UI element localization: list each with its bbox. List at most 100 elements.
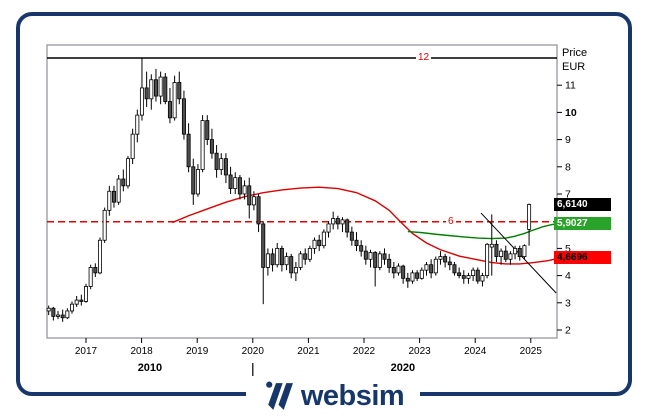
candle-down bbox=[177, 82, 182, 100]
candle-down bbox=[167, 101, 172, 119]
candle-up bbox=[242, 185, 247, 195]
candle-up bbox=[125, 158, 130, 187]
x-axis-ticks: 2017 2018 2019 2020 2021 2022 2023 2024 2025 2010… bbox=[75, 338, 542, 377]
candle-down bbox=[405, 277, 410, 282]
candle-up bbox=[508, 253, 513, 260]
candle-up bbox=[485, 243, 490, 277]
plot-border bbox=[46, 44, 558, 339]
y-tick-label: 3 bbox=[565, 297, 571, 309]
candle-up bbox=[284, 256, 289, 266]
candle-up bbox=[377, 253, 382, 268]
candle-down bbox=[93, 267, 98, 274]
candle-up bbox=[251, 196, 256, 206]
candle-up bbox=[172, 82, 177, 119]
candle-down bbox=[111, 190, 116, 203]
candle-up bbox=[200, 120, 205, 170]
candle-down bbox=[228, 174, 233, 189]
candle-down bbox=[363, 250, 368, 260]
candle-up bbox=[97, 239, 102, 274]
candle-down bbox=[391, 267, 396, 274]
candle-up bbox=[265, 253, 270, 268]
candle-up bbox=[74, 299, 79, 305]
x-tick-label: 2024 bbox=[464, 346, 487, 357]
candle-down bbox=[475, 269, 480, 282]
candle-up bbox=[139, 87, 144, 116]
candle-up bbox=[396, 265, 401, 274]
candle-up bbox=[158, 76, 163, 97]
candle-down bbox=[382, 253, 387, 260]
candle-up bbox=[326, 223, 331, 233]
websim-logo: websim bbox=[246, 376, 420, 417]
candle-up bbox=[275, 247, 280, 266]
candle-down bbox=[335, 218, 340, 225]
y-tick-label: 4 bbox=[565, 270, 571, 282]
candle-down bbox=[317, 239, 322, 247]
candle-up bbox=[410, 272, 415, 282]
candle-up bbox=[513, 247, 518, 255]
candle-down bbox=[494, 243, 499, 257]
candle-down bbox=[270, 253, 275, 266]
candle-down bbox=[457, 272, 462, 277]
candle-down bbox=[186, 133, 191, 168]
candle-down bbox=[247, 185, 252, 206]
x-tick-label: 2025 bbox=[520, 346, 543, 357]
candle-down bbox=[79, 299, 84, 302]
candle-down bbox=[261, 223, 266, 268]
candle-down bbox=[237, 177, 242, 195]
y-axis-ticks: 11 10 9 8 7 5 4 3 2 bbox=[557, 80, 577, 337]
candle-down bbox=[401, 265, 406, 279]
candle-up bbox=[331, 218, 336, 225]
candle-up bbox=[56, 314, 61, 317]
decade-label: 2010 bbox=[138, 362, 162, 374]
candle-up bbox=[84, 286, 89, 302]
candle-up bbox=[527, 204, 532, 230]
candle-down bbox=[429, 264, 434, 274]
x-tick-label: 2022 bbox=[353, 346, 376, 357]
y-tick-label: 5 bbox=[565, 243, 571, 255]
websim-logo-icon bbox=[265, 381, 293, 410]
x-tick-label: 2023 bbox=[408, 346, 431, 357]
candle-down bbox=[354, 239, 359, 247]
x-tick-label: 2021 bbox=[297, 346, 320, 357]
candle-down bbox=[452, 264, 457, 274]
candle-down bbox=[181, 98, 186, 135]
ma-short-line bbox=[407, 223, 558, 240]
candles-group bbox=[46, 58, 532, 322]
candle-up bbox=[307, 247, 312, 260]
level-label-12: 12 bbox=[416, 52, 432, 64]
candle-down bbox=[223, 158, 228, 176]
websim-logo-text: websim bbox=[300, 380, 405, 412]
x-tick-label: 2020 bbox=[242, 346, 265, 357]
candle-up bbox=[480, 275, 485, 282]
candle-up bbox=[65, 310, 70, 319]
y-tick-label: 11 bbox=[565, 80, 576, 92]
candle-up bbox=[312, 239, 317, 249]
candle-down bbox=[153, 79, 158, 97]
y-tick-label: 8 bbox=[565, 161, 571, 173]
candle-down bbox=[60, 314, 65, 319]
candle-up bbox=[419, 269, 424, 279]
candle-down bbox=[443, 256, 448, 263]
candle-up bbox=[489, 243, 494, 248]
candle-up bbox=[321, 231, 326, 247]
candle-up bbox=[135, 114, 140, 135]
candle-up bbox=[438, 256, 443, 260]
y-tick-label: 10 bbox=[565, 107, 577, 119]
candle-down bbox=[279, 247, 284, 266]
candle-down bbox=[415, 272, 420, 279]
candle-up bbox=[233, 177, 238, 189]
candle-up bbox=[368, 252, 373, 260]
candle-up bbox=[149, 79, 154, 100]
candle-down bbox=[447, 261, 452, 266]
candle-down bbox=[144, 87, 149, 100]
ma-long-price-marker: 4,6696 bbox=[554, 250, 611, 264]
candle-up bbox=[88, 267, 93, 287]
ma-short-price-marker: 5,9027 bbox=[554, 217, 611, 231]
axis-title-currency: EUR bbox=[562, 61, 586, 73]
x-tick-label: 2018 bbox=[130, 346, 153, 357]
level-label-6: 6 bbox=[446, 215, 456, 228]
candle-down bbox=[256, 196, 261, 225]
candle-down bbox=[345, 219, 350, 233]
